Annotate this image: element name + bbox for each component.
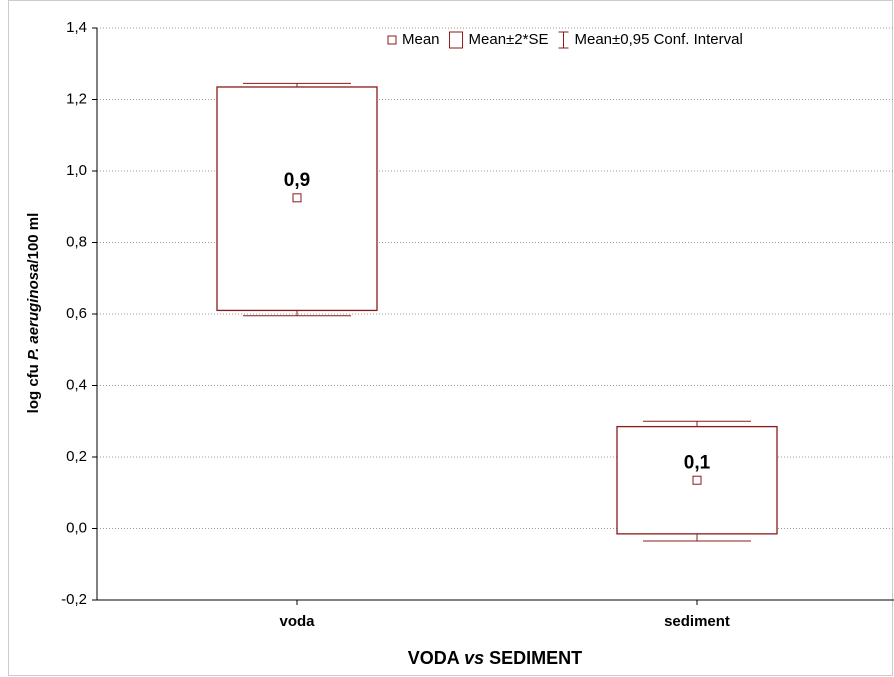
legend-icon bbox=[558, 31, 569, 49]
mean-marker bbox=[692, 475, 702, 485]
y-label-part: P. aeruginosa bbox=[25, 264, 42, 360]
x-label-part: VODA bbox=[408, 648, 464, 668]
x-axis-label: VODA vs SEDIMENT bbox=[408, 648, 582, 668]
y-tick-label: 0,2 bbox=[66, 448, 87, 465]
y-tick-label: -0,2 bbox=[61, 591, 87, 608]
legend: Mean Mean±2*SE Mean±0,95 Conf. Interval bbox=[387, 31, 743, 49]
mean-marker bbox=[292, 193, 302, 203]
frame bbox=[8, 0, 893, 676]
y-tick-label: 1,4 bbox=[66, 19, 87, 36]
y-tick-label: 0,6 bbox=[66, 305, 87, 322]
y-tick-label: 0,4 bbox=[66, 376, 87, 393]
x-tick-label: voda bbox=[279, 613, 315, 630]
value-label: 0,1 bbox=[684, 452, 711, 473]
legend-icon bbox=[449, 31, 464, 49]
y-tick-label: 1,2 bbox=[66, 90, 87, 107]
x-tick-label: sediment bbox=[664, 613, 730, 630]
y-tick-label: 0,8 bbox=[66, 233, 87, 250]
x-label-part: vs bbox=[464, 648, 484, 668]
y-axis-label: log cfu P. aeruginosa/100 ml bbox=[25, 213, 42, 414]
legend-label: Mean±0,95 Conf. Interval bbox=[574, 31, 742, 48]
y-label-part: log cfu bbox=[25, 360, 42, 413]
legend-icon bbox=[387, 35, 397, 45]
value-label: 0,9 bbox=[284, 170, 310, 191]
x-label-part: SEDIMENT bbox=[484, 648, 582, 668]
legend-label: Mean±2*SE bbox=[469, 31, 549, 48]
y-tick-label: 0,0 bbox=[66, 519, 87, 536]
y-label-part: /100 ml bbox=[25, 213, 42, 264]
legend-label: Mean bbox=[402, 31, 440, 48]
y-tick-label: 1,0 bbox=[66, 162, 87, 179]
